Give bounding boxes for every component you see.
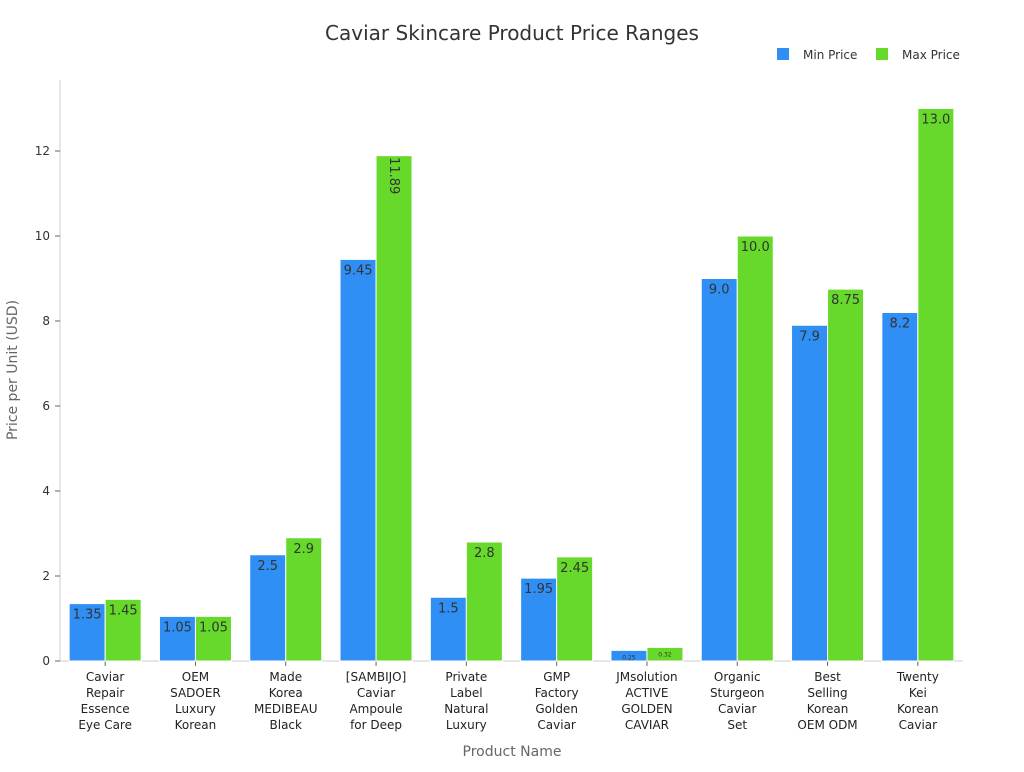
bar-min-price: [881, 312, 919, 662]
x-tick-label: Korean: [175, 718, 217, 732]
x-tick-label: Korean: [897, 702, 939, 716]
x-tick-label: Best: [814, 670, 841, 684]
bar-max-price: [104, 598, 142, 662]
bar-max-price: [375, 155, 413, 662]
legend-label: Min Price: [803, 48, 857, 62]
x-tick-label: Label: [450, 686, 482, 700]
y-tick-label: 0: [42, 654, 50, 668]
data-label: 2.9: [293, 542, 314, 557]
data-label: 13.0: [921, 113, 950, 128]
chart-title: Caviar Skincare Product Price Ranges: [325, 21, 699, 45]
x-tick-label: Luxury: [175, 702, 216, 716]
bar-max-price: [556, 556, 594, 662]
data-label: 0.25: [622, 654, 636, 661]
legend-swatch-1: [876, 48, 888, 60]
bar-max-price: [646, 646, 684, 662]
bar-min-price: [429, 596, 467, 662]
x-tick-label: Black: [270, 718, 303, 732]
data-label: 1.35: [73, 608, 102, 623]
x-tick-label: ACTIVE: [625, 686, 668, 700]
x-tick-label: Essence: [81, 702, 130, 716]
x-tick-label: CAVIAR: [625, 718, 669, 732]
data-label: 0.32: [658, 651, 672, 658]
bar-min-price: [339, 258, 377, 662]
x-tick-label: Caviar: [357, 686, 396, 700]
y-tick-label: 10: [35, 229, 50, 243]
x-tick-label: [SAMBIJO]: [346, 670, 407, 684]
y-axis-label: Price per Unit (USD): [5, 300, 21, 440]
legend-swatch-0: [777, 48, 789, 60]
bar-max-price: [917, 108, 955, 662]
bar-min-price: [791, 324, 829, 662]
bar-min-price: [700, 278, 738, 662]
x-tick-label: Twenty: [896, 670, 939, 684]
x-tick-label: Sturgeon: [710, 686, 765, 700]
data-label: 8.75: [831, 293, 860, 308]
x-tick-label: Golden: [535, 702, 578, 716]
x-tick-label: Luxury: [446, 718, 487, 732]
x-tick-label: Organic: [714, 670, 761, 684]
data-label: 9.0: [709, 283, 730, 298]
x-tick-label: Kei: [909, 686, 927, 700]
x-tick-label: MEDIBEAU: [254, 702, 318, 716]
data-label: 1.45: [109, 603, 138, 618]
x-tick-label: Caviar: [899, 718, 938, 732]
x-tick-label: JMsolution: [615, 670, 677, 684]
data-label: 2.45: [560, 561, 589, 576]
y-tick-label: 12: [35, 144, 50, 158]
x-tick-label: Caviar: [718, 702, 757, 716]
data-label: 7.9: [799, 329, 820, 344]
x-tick-label: Private: [445, 670, 487, 684]
data-label: 11.89: [386, 157, 401, 194]
data-label: 1.05: [163, 620, 192, 635]
y-tick-label: 2: [42, 569, 50, 583]
x-tick-label: for Deep: [350, 718, 402, 732]
x-axis-label: Product Name: [463, 744, 562, 760]
x-tick-label: OEM: [182, 670, 209, 684]
x-tick-label: OEM ODM: [797, 718, 857, 732]
bar-max-price: [194, 615, 232, 662]
y-tick-label: 4: [42, 484, 50, 498]
x-tick-label: Factory: [535, 686, 579, 700]
y-tick-label: 8: [42, 314, 50, 328]
bar-max-price: [736, 235, 774, 662]
data-label: 2.8: [474, 546, 495, 561]
data-label: 1.05: [199, 620, 228, 635]
data-label: 1.5: [438, 601, 459, 616]
bar-min-price: [520, 577, 558, 662]
x-tick-label: Eye Care: [78, 718, 132, 732]
x-tick-label: SADOER: [170, 686, 221, 700]
data-label: 10.0: [741, 240, 770, 255]
x-tick-label: GMP: [543, 670, 570, 684]
x-tick-label: Natural: [444, 702, 488, 716]
x-tick-label: Set: [727, 718, 747, 732]
x-tick-label: Caviar: [537, 718, 576, 732]
bar-max-price: [465, 541, 503, 662]
x-tick-label: Selling: [807, 686, 847, 700]
x-tick-label: Ampoule: [349, 702, 402, 716]
bar-max-price: [827, 288, 865, 662]
data-label: 8.2: [890, 317, 911, 332]
x-tick-label: Repair: [86, 686, 124, 700]
data-label: 1.95: [524, 582, 553, 597]
bar-max-price: [285, 537, 323, 662]
legend-label: Max Price: [902, 48, 960, 62]
x-tick-label: Korea: [269, 686, 303, 700]
y-tick-label: 6: [42, 399, 50, 413]
x-tick-label: Made: [269, 670, 302, 684]
data-label: 2.5: [257, 559, 278, 574]
x-tick-label: GOLDEN: [621, 702, 672, 716]
bar-min-price: [249, 554, 287, 662]
x-tick-label: Korean: [807, 702, 849, 716]
x-tick-label: Caviar: [86, 670, 125, 684]
data-label: 9.45: [344, 263, 373, 278]
